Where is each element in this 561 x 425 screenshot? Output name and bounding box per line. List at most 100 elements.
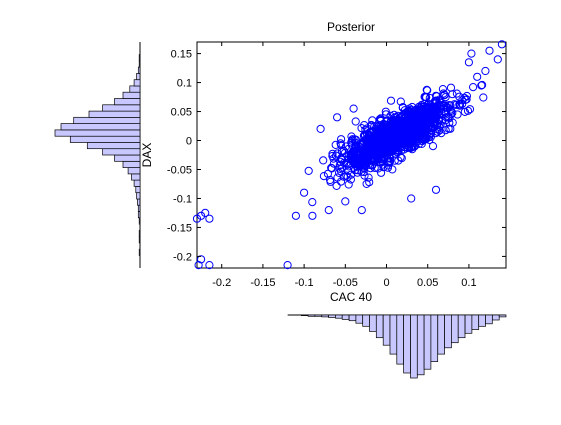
scatter-point bbox=[347, 153, 356, 163]
scatter-point bbox=[365, 142, 374, 152]
scatter-point bbox=[339, 172, 348, 181]
scatter-point bbox=[331, 140, 340, 149]
y-hist-bar bbox=[60, 123, 141, 131]
x-hist-bar bbox=[396, 314, 404, 365]
scatter-point bbox=[283, 261, 292, 270]
scatter-point bbox=[433, 110, 442, 119]
scatter-point bbox=[405, 104, 414, 113]
scatter-point bbox=[469, 83, 478, 92]
scatter-point bbox=[422, 106, 431, 115]
y-tick-label: -0.1 bbox=[173, 193, 192, 205]
scatter-point bbox=[319, 156, 328, 165]
y-hist-bar bbox=[122, 160, 141, 168]
x-hist-bar bbox=[437, 314, 445, 355]
scatter-point bbox=[428, 124, 437, 133]
scatter-point bbox=[319, 172, 328, 181]
scatter-point bbox=[432, 92, 441, 101]
x-hist-bar bbox=[464, 314, 473, 334]
scatter-point bbox=[291, 211, 300, 220]
scatter-point bbox=[435, 104, 444, 114]
x-hist-bar bbox=[328, 314, 336, 318]
scatter-point bbox=[374, 128, 383, 137]
scatter-point bbox=[479, 93, 488, 102]
scatter-point bbox=[377, 168, 386, 177]
y-hist-bar bbox=[102, 148, 141, 156]
scatter-point bbox=[360, 130, 369, 139]
scatter-point bbox=[441, 101, 450, 110]
scatter-point bbox=[414, 106, 423, 116]
scatter-point bbox=[396, 97, 405, 106]
scatter-point bbox=[428, 142, 438, 151]
scatter-point bbox=[308, 211, 317, 220]
y-hist-bar bbox=[137, 66, 141, 74]
y-hist-bar bbox=[131, 173, 141, 181]
scatter-point bbox=[417, 119, 426, 128]
scatter-point bbox=[422, 93, 431, 102]
scatter-point bbox=[351, 117, 360, 126]
y-hist-bar bbox=[133, 79, 141, 87]
scatter-point bbox=[386, 96, 396, 105]
scatter-point bbox=[453, 110, 462, 119]
scatter-point bbox=[461, 95, 470, 105]
scatter-point bbox=[414, 111, 423, 121]
y-hist-bar bbox=[138, 54, 141, 62]
x-hist-bar bbox=[403, 314, 411, 374]
axis-ticks: -0.2 -0.15 -0.1 -0.05 0 0.05 0.1 0.15 0.1 0.05 0 -0… bbox=[167, 42, 506, 289]
scatter-point bbox=[368, 145, 377, 154]
scatter-point bbox=[336, 139, 345, 148]
x-hist-bar bbox=[335, 314, 343, 319]
scatter-point bbox=[448, 118, 457, 127]
y-hist-bar bbox=[129, 85, 141, 93]
x-hist-bar bbox=[457, 314, 466, 339]
scatter-point bbox=[407, 194, 416, 203]
y-hist-bar bbox=[133, 179, 141, 187]
scatter-point bbox=[497, 40, 506, 49]
x-tick-label: -0.05 bbox=[333, 277, 358, 289]
scatter-point bbox=[368, 128, 377, 137]
scatter-point bbox=[194, 261, 203, 270]
scatter-point bbox=[329, 154, 338, 163]
scatter-point bbox=[355, 162, 364, 171]
scatter-point bbox=[441, 116, 450, 125]
scatter-point bbox=[418, 133, 427, 142]
x-hist-bar bbox=[321, 314, 329, 318]
scatter-point bbox=[337, 135, 346, 144]
x-hist-bar bbox=[485, 314, 493, 325]
y-tick-label: 0.1 bbox=[177, 78, 192, 90]
y-tick-label: -0.05 bbox=[167, 164, 192, 176]
x-hist-bar bbox=[307, 314, 316, 317]
scatter-point bbox=[450, 100, 459, 109]
x-hist-bar bbox=[375, 314, 384, 339]
x-tick-label: 0 bbox=[383, 277, 389, 289]
scatter-point bbox=[452, 89, 461, 98]
scatter-point bbox=[405, 127, 414, 136]
scatter-point bbox=[343, 160, 352, 169]
scatter-point bbox=[441, 126, 450, 135]
y-hist-bar bbox=[137, 211, 141, 219]
scatter-point bbox=[431, 96, 440, 106]
y-hist-bar bbox=[137, 204, 141, 212]
scatter-point bbox=[477, 81, 486, 90]
scatter-point bbox=[370, 163, 379, 172]
x-hist-bar bbox=[478, 314, 486, 327]
y-hist-bar bbox=[138, 60, 141, 68]
scatter-point bbox=[359, 163, 368, 172]
scatter-point bbox=[327, 163, 336, 172]
scatter-point bbox=[465, 105, 475, 114]
scatter-point bbox=[370, 133, 379, 142]
chart-title: Posterior bbox=[327, 20, 375, 34]
scatter-point bbox=[493, 55, 502, 64]
scatter-point bbox=[385, 153, 394, 162]
y-hist-bar bbox=[138, 236, 141, 244]
scatter-point bbox=[360, 171, 369, 180]
scatter-point bbox=[304, 166, 313, 175]
x-hist-bar bbox=[369, 314, 377, 332]
scatter-point bbox=[381, 107, 390, 116]
x-tick-label: -0.1 bbox=[295, 277, 314, 289]
y-hist-bar bbox=[137, 198, 141, 206]
y-hist-bar bbox=[127, 167, 141, 175]
y-tick-label: -0.15 bbox=[167, 222, 192, 234]
scatter-point bbox=[369, 127, 378, 136]
y-tick-label: 0.15 bbox=[171, 49, 192, 61]
